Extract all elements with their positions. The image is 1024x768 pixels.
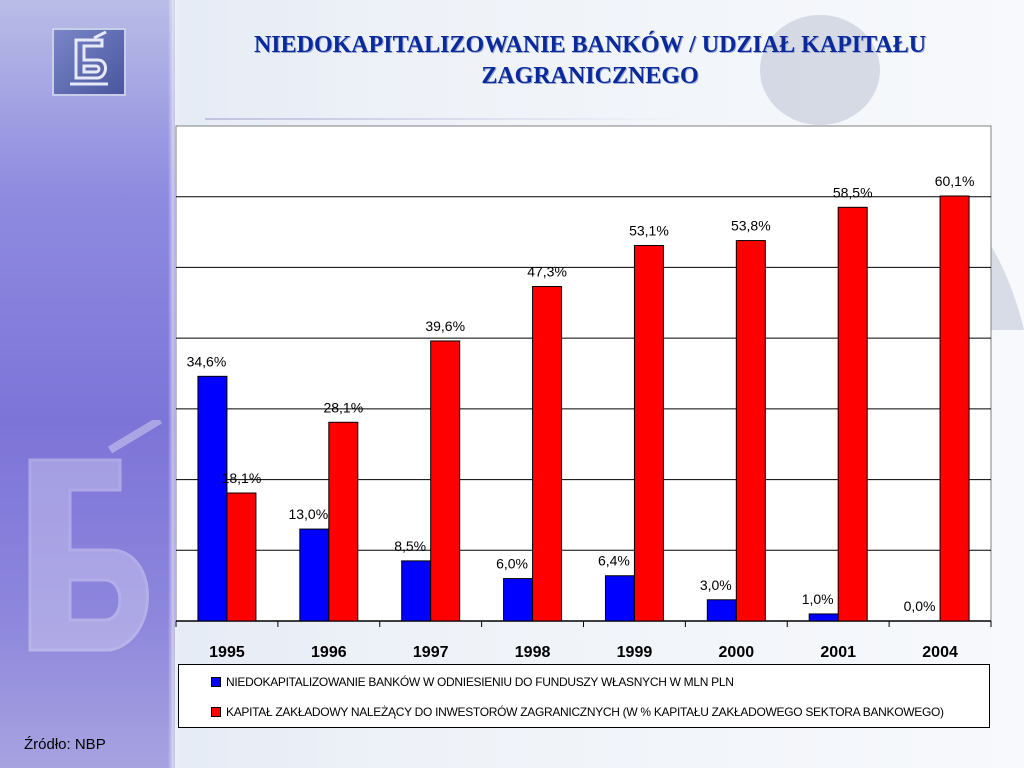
- data-label-red: 39,6%: [425, 318, 465, 334]
- x-tick-label: 2001: [820, 644, 856, 661]
- bar-blue: [604, 575, 635, 622]
- data-label-red: 53,8%: [731, 218, 771, 234]
- data-label-blue: 34,6%: [187, 353, 227, 369]
- legend-swatch-blue: [211, 677, 221, 687]
- x-tick-label: 1997: [413, 644, 449, 661]
- bar-blue: [299, 528, 330, 622]
- watermark-logo-icon: [28, 420, 163, 652]
- data-label-red: 53,1%: [629, 223, 669, 239]
- bar-red: [532, 286, 563, 622]
- data-label-red: 60,1%: [935, 173, 975, 189]
- sidebar-highlight: [168, 0, 178, 768]
- bar-red: [633, 245, 664, 622]
- data-label-red: 47,3%: [527, 264, 567, 280]
- chart-legend: NIEDOKAPITALIZOWANIE BANKÓW W ODNIESIENI…: [178, 664, 990, 728]
- data-label-red: 18,1%: [222, 470, 262, 486]
- x-tick-label: 2004: [922, 644, 958, 661]
- x-tick-label: 1998: [515, 644, 551, 661]
- legend-item-blue: NIEDOKAPITALIZOWANIE BANKÓW W ODNIESIENI…: [211, 675, 734, 689]
- legend-label-blue: NIEDOKAPITALIZOWANIE BANKÓW W ODNIESIENI…: [226, 675, 734, 689]
- data-label-blue: 6,4%: [598, 553, 630, 569]
- x-tick-label: 1996: [311, 644, 347, 661]
- x-tick-label: 1999: [617, 644, 653, 661]
- data-label-red: 58,5%: [833, 184, 873, 200]
- source-note: Źródło: NBP: [24, 736, 106, 753]
- data-label-blue: 6,0%: [496, 556, 528, 572]
- data-label-red: 28,1%: [323, 399, 363, 415]
- data-label-blue: 3,0%: [700, 577, 732, 593]
- legend-swatch-red: [211, 707, 221, 717]
- title-divider: [205, 118, 685, 120]
- bar-blue: [401, 560, 432, 622]
- bar-blue: [503, 578, 534, 622]
- data-label-blue: 1,0%: [802, 591, 834, 607]
- data-label-blue: 0,0%: [904, 598, 936, 614]
- page-title: NIEDOKAPITALIZOWANIE BANKÓW / UDZIAŁ KAP…: [253, 32, 927, 89]
- x-tick-label: 2000: [719, 644, 755, 661]
- sidebar-band: [0, 0, 175, 768]
- legend-item-red: KAPITAŁ ZAKŁADOWY NALEŻĄCY DO INWESTORÓW…: [211, 705, 944, 719]
- x-tick-label: 1995: [209, 644, 245, 661]
- data-label-blue: 8,5%: [394, 538, 426, 554]
- data-label-blue: 13,0%: [288, 506, 328, 522]
- legend-label-red: KAPITAŁ ZAKŁADOWY NALEŻĄCY DO INWESTORÓW…: [226, 705, 944, 719]
- bar-blue: [706, 599, 737, 622]
- bar-blue: [808, 613, 839, 622]
- bar-red: [735, 240, 766, 622]
- bar-red: [939, 195, 970, 622]
- bar-red: [430, 340, 461, 622]
- bank-logo-icon: [52, 28, 126, 96]
- bar-red: [226, 492, 257, 622]
- bar-red: [837, 206, 868, 622]
- bar-blue: [197, 375, 228, 622]
- bar-red: [328, 421, 359, 622]
